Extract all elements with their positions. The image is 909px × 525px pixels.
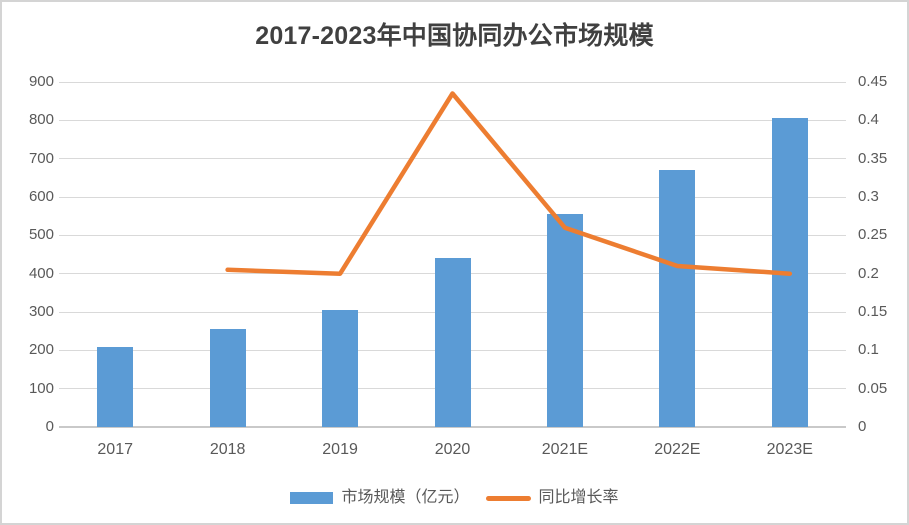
plot-area [59, 81, 846, 428]
x-axis-tick-label-2021E: 2021E [541, 441, 589, 458]
y-axis-right-tick-label: 0 [858, 418, 867, 435]
x-axis-tick-label-2019: 2019 [322, 441, 358, 458]
gridline [59, 234, 846, 236]
y-axis-right-tick-label: 0.1 [858, 341, 879, 359]
bar-2020 [434, 258, 471, 427]
y-axis-right-tick-label: 0.25 [858, 226, 888, 244]
x-axis-tick-label-2023E: 2023E [766, 441, 813, 458]
chart-title: 2017-2023年中国协同办公市场规模 [255, 22, 654, 50]
bar-series-swatch-icon [290, 492, 334, 504]
y-axis-left-tick-label: 400 [28, 264, 54, 282]
y-axis-left-tick-label: 800 [28, 111, 54, 129]
x-axis-tick-label-2017: 2017 [97, 441, 133, 458]
y-axis-right-tick-label: 0.15 [858, 303, 888, 320]
y-axis-left-tick-label: 600 [28, 188, 54, 205]
y-axis-left-tick-label: 700 [28, 149, 54, 167]
x-axis-line [59, 426, 846, 428]
bar-2022E [659, 170, 696, 427]
y-axis-left-tick-label: 0 [45, 418, 54, 435]
growth-rate-line [225, 91, 793, 276]
bar-2021E [546, 214, 583, 427]
line-series-swatch-icon [485, 495, 531, 501]
y-axis-right-tick-label: 0.05 [858, 379, 888, 397]
gridline [59, 196, 846, 198]
legend-label-growth-rate: 同比增长率 [538, 489, 619, 506]
y-axis-right-tick-label: 0.3 [858, 188, 879, 205]
y-axis-left-tick-label: 300 [28, 303, 54, 320]
x-axis-tick-label-2020: 2020 [434, 441, 471, 458]
y-axis-right-tick-label: 0.2 [858, 264, 879, 282]
x-axis-tick-label-2018: 2018 [209, 441, 246, 458]
x-axis-tick-label-2022E: 2022E [654, 441, 701, 458]
legend-item-market-size: 市场规模（亿元） [290, 488, 470, 508]
bar-2019 [322, 309, 359, 427]
gridline [59, 81, 846, 83]
gridline [59, 158, 846, 160]
y-axis-left-tick-label: 100 [28, 379, 54, 397]
y-axis-left-tick-label: 500 [28, 226, 54, 244]
bar-2017 [97, 346, 134, 427]
legend: 市场规模（亿元） 同比增长率 [2, 485, 907, 511]
y-axis-right-tick-label: 0.45 [858, 73, 888, 90]
bar-2018 [209, 329, 246, 427]
gridline [59, 119, 846, 121]
y-axis-left-tick-label: 900 [28, 73, 54, 90]
y-axis-right-tick-label: 0.4 [858, 111, 879, 129]
y-axis-left-tick-label: 200 [28, 341, 54, 359]
legend-item-growth-rate: 同比增长率 [485, 488, 619, 508]
legend-label-market-size: 市场规模（亿元） [341, 489, 470, 506]
y-axis-right-tick-label: 0.35 [858, 149, 888, 167]
